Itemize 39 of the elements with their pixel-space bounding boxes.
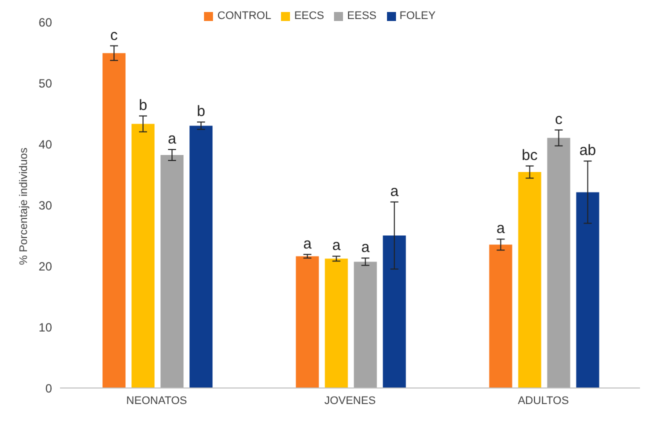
bar	[132, 124, 155, 388]
y-tick-label: 20	[38, 259, 52, 274]
y-tick-label: 10	[38, 320, 52, 334]
data-label: b	[138, 96, 148, 114]
data-label: c	[554, 110, 563, 128]
data-label: a	[332, 237, 342, 254]
y-axis-title: % Porcentaje individuos	[18, 147, 30, 265]
legend-label: FOLEY	[400, 10, 436, 22]
data-label: a	[303, 235, 312, 252]
bar	[382, 236, 406, 388]
x-tick-label: NEONATOS	[126, 394, 188, 407]
y-tick-label: 0	[45, 381, 52, 396]
data-label: a	[361, 239, 370, 256]
bar	[324, 258, 348, 388]
y-tick-label: 40	[38, 137, 52, 152]
y-tick-label: 50	[38, 76, 52, 90]
legend-label: EECS	[294, 10, 324, 22]
bar	[160, 154, 184, 388]
bar	[547, 138, 570, 388]
data-label: bc	[522, 146, 538, 164]
bar	[576, 192, 600, 388]
bar	[518, 172, 542, 388]
y-tick-label: 30	[38, 198, 52, 212]
data-label: a	[390, 182, 400, 200]
data-label: a	[496, 220, 506, 238]
y-tick-label: 60	[38, 15, 52, 30]
bar	[489, 244, 512, 388]
bar	[296, 256, 319, 388]
data-label: b	[196, 103, 206, 120]
data-label: c	[110, 26, 118, 44]
bar	[102, 53, 126, 388]
x-tick-label: JOVENES	[324, 394, 376, 407]
legend-label: CONTROL	[217, 10, 272, 22]
bar	[190, 126, 213, 388]
x-tick-label: ADULTOS	[518, 394, 569, 407]
data-label: ab	[579, 142, 596, 160]
legend-label: EESS	[347, 10, 377, 22]
bar	[354, 262, 377, 388]
data-label: a	[168, 130, 177, 148]
